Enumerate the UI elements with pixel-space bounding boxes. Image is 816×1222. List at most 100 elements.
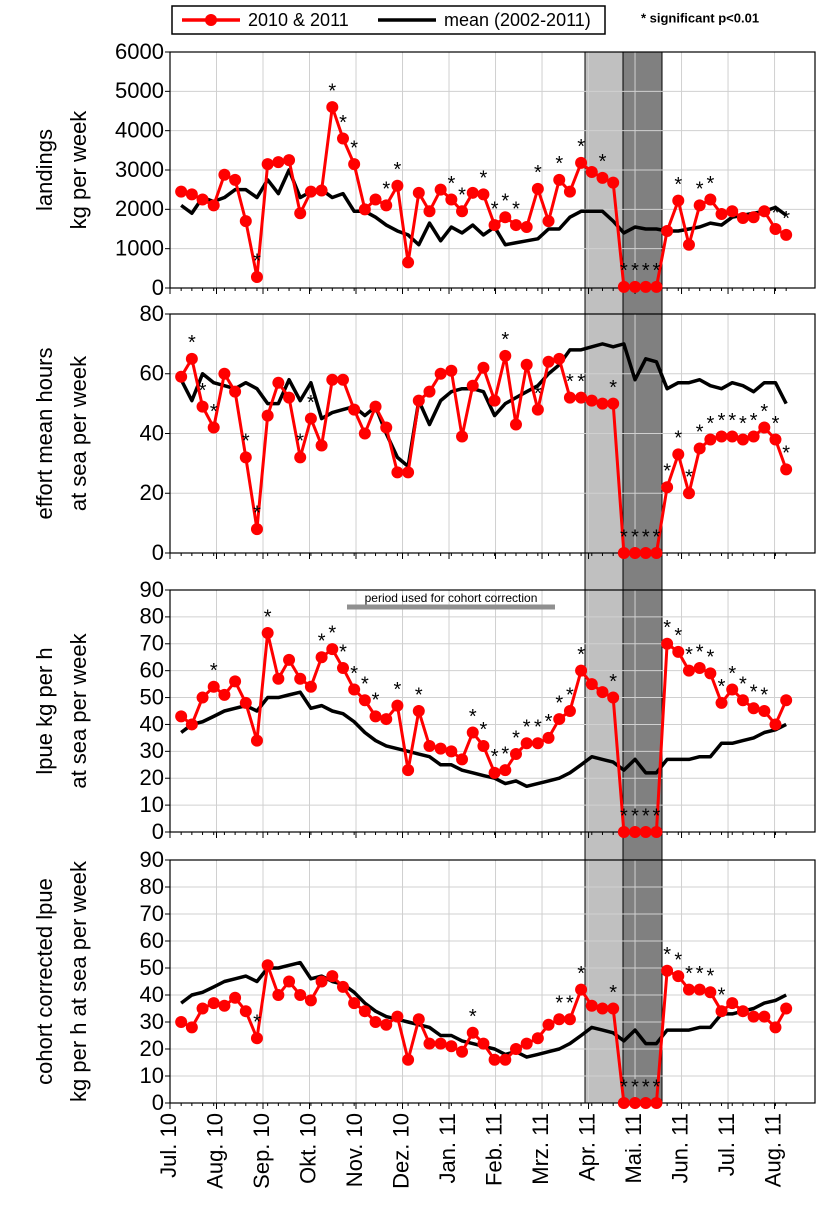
data-point: [629, 547, 642, 559]
data-point: [726, 430, 739, 443]
significance-star: *: [469, 1006, 477, 1028]
significance-star: *: [620, 526, 628, 548]
data-point: [563, 391, 576, 404]
data-point: [283, 154, 296, 167]
data-point: [326, 101, 339, 114]
data-point: [563, 705, 576, 717]
data-point: [218, 168, 231, 181]
data-point: [207, 997, 220, 1010]
significance-star: *: [663, 461, 671, 483]
data-point: [553, 173, 566, 186]
data-point: [726, 997, 739, 1010]
data-point: [542, 355, 555, 368]
significance-star: *: [760, 684, 768, 706]
data-point: [531, 403, 544, 416]
data-point: [336, 132, 349, 145]
y-axis-label: kg per week: [66, 110, 91, 230]
significance-star: *: [696, 963, 704, 985]
significance-star: *: [653, 260, 661, 282]
data-point: [520, 737, 533, 750]
data-point: [348, 997, 361, 1010]
y-tick-label: 50: [140, 955, 164, 980]
data-point: [672, 645, 685, 658]
y-tick-label: 80: [140, 301, 164, 326]
legend-marker: [205, 14, 217, 26]
significance-star: *: [566, 993, 574, 1015]
y-axis-label: lpue kg per h: [32, 647, 57, 774]
data-point: [229, 173, 242, 186]
data-point: [542, 215, 555, 228]
y-tick-label: 0: [152, 819, 164, 844]
significance-star: *: [523, 717, 531, 739]
y-tick-label: 30: [140, 1009, 164, 1034]
significance-star: *: [772, 413, 780, 435]
data-point: [294, 207, 307, 220]
y-tick-label: 10: [140, 792, 164, 817]
data-point: [747, 211, 760, 224]
data-point: [294, 672, 307, 685]
data-point: [380, 1018, 393, 1031]
significance-star: *: [631, 526, 639, 548]
significance-star: *: [750, 410, 758, 432]
data-point: [294, 989, 307, 1001]
data-point: [272, 376, 285, 389]
significance-star: *: [394, 679, 402, 701]
data-point: [250, 1032, 263, 1045]
data-point: [445, 364, 458, 377]
y-tick-label: 60: [140, 361, 164, 386]
significance-star: *: [318, 631, 326, 653]
significance-star: *: [760, 401, 768, 423]
data-point: [207, 199, 220, 212]
data-point: [607, 176, 620, 189]
y-tick-label: 60: [140, 657, 164, 682]
data-point: [196, 193, 209, 206]
data-point: [412, 394, 425, 407]
significance-star: *: [653, 526, 661, 548]
data-point: [780, 694, 793, 707]
significance-star: *: [210, 660, 218, 682]
data-point: [693, 199, 706, 212]
significance-star: *: [772, 202, 780, 224]
significance-star: *: [253, 250, 261, 272]
data-point: [563, 185, 576, 198]
data-point: [520, 221, 533, 234]
data-point: [596, 686, 609, 699]
data-point: [488, 219, 501, 232]
significance-star: *: [739, 413, 747, 435]
significance-star: *: [555, 993, 563, 1015]
data-point: [639, 280, 652, 293]
data-point: [175, 710, 188, 723]
data-point: [412, 1013, 425, 1026]
significance-star: *: [782, 443, 790, 465]
data-point: [780, 1002, 793, 1015]
data-point: [196, 1002, 209, 1015]
data-point: [661, 637, 674, 650]
data-point: [175, 185, 188, 198]
data-point: [326, 373, 339, 386]
plot-frame: [169, 859, 816, 1104]
data-point: [736, 211, 749, 224]
significance-star: *: [728, 410, 736, 432]
data-point: [336, 373, 349, 386]
significance-star: *: [545, 711, 553, 733]
data-point: [261, 627, 274, 640]
data-point: [499, 764, 512, 777]
significance-star: *: [663, 617, 671, 639]
data-point: [596, 397, 609, 410]
significance-star: *: [339, 641, 347, 663]
data-point: [380, 199, 393, 212]
data-point: [315, 651, 328, 664]
significance-star: *: [512, 198, 520, 220]
data-point: [629, 1097, 642, 1109]
y-tick-label: 60: [140, 928, 164, 953]
data-point: [369, 710, 382, 723]
data-point: [391, 699, 404, 712]
significance-star: *: [696, 641, 704, 663]
data-point: [769, 433, 782, 446]
y-tick-label: 40: [140, 982, 164, 1007]
significance-star: *: [253, 502, 261, 524]
data-point: [304, 680, 317, 693]
significance-star: *: [577, 136, 585, 158]
significance-star: *: [328, 622, 336, 644]
data-point: [661, 481, 674, 494]
